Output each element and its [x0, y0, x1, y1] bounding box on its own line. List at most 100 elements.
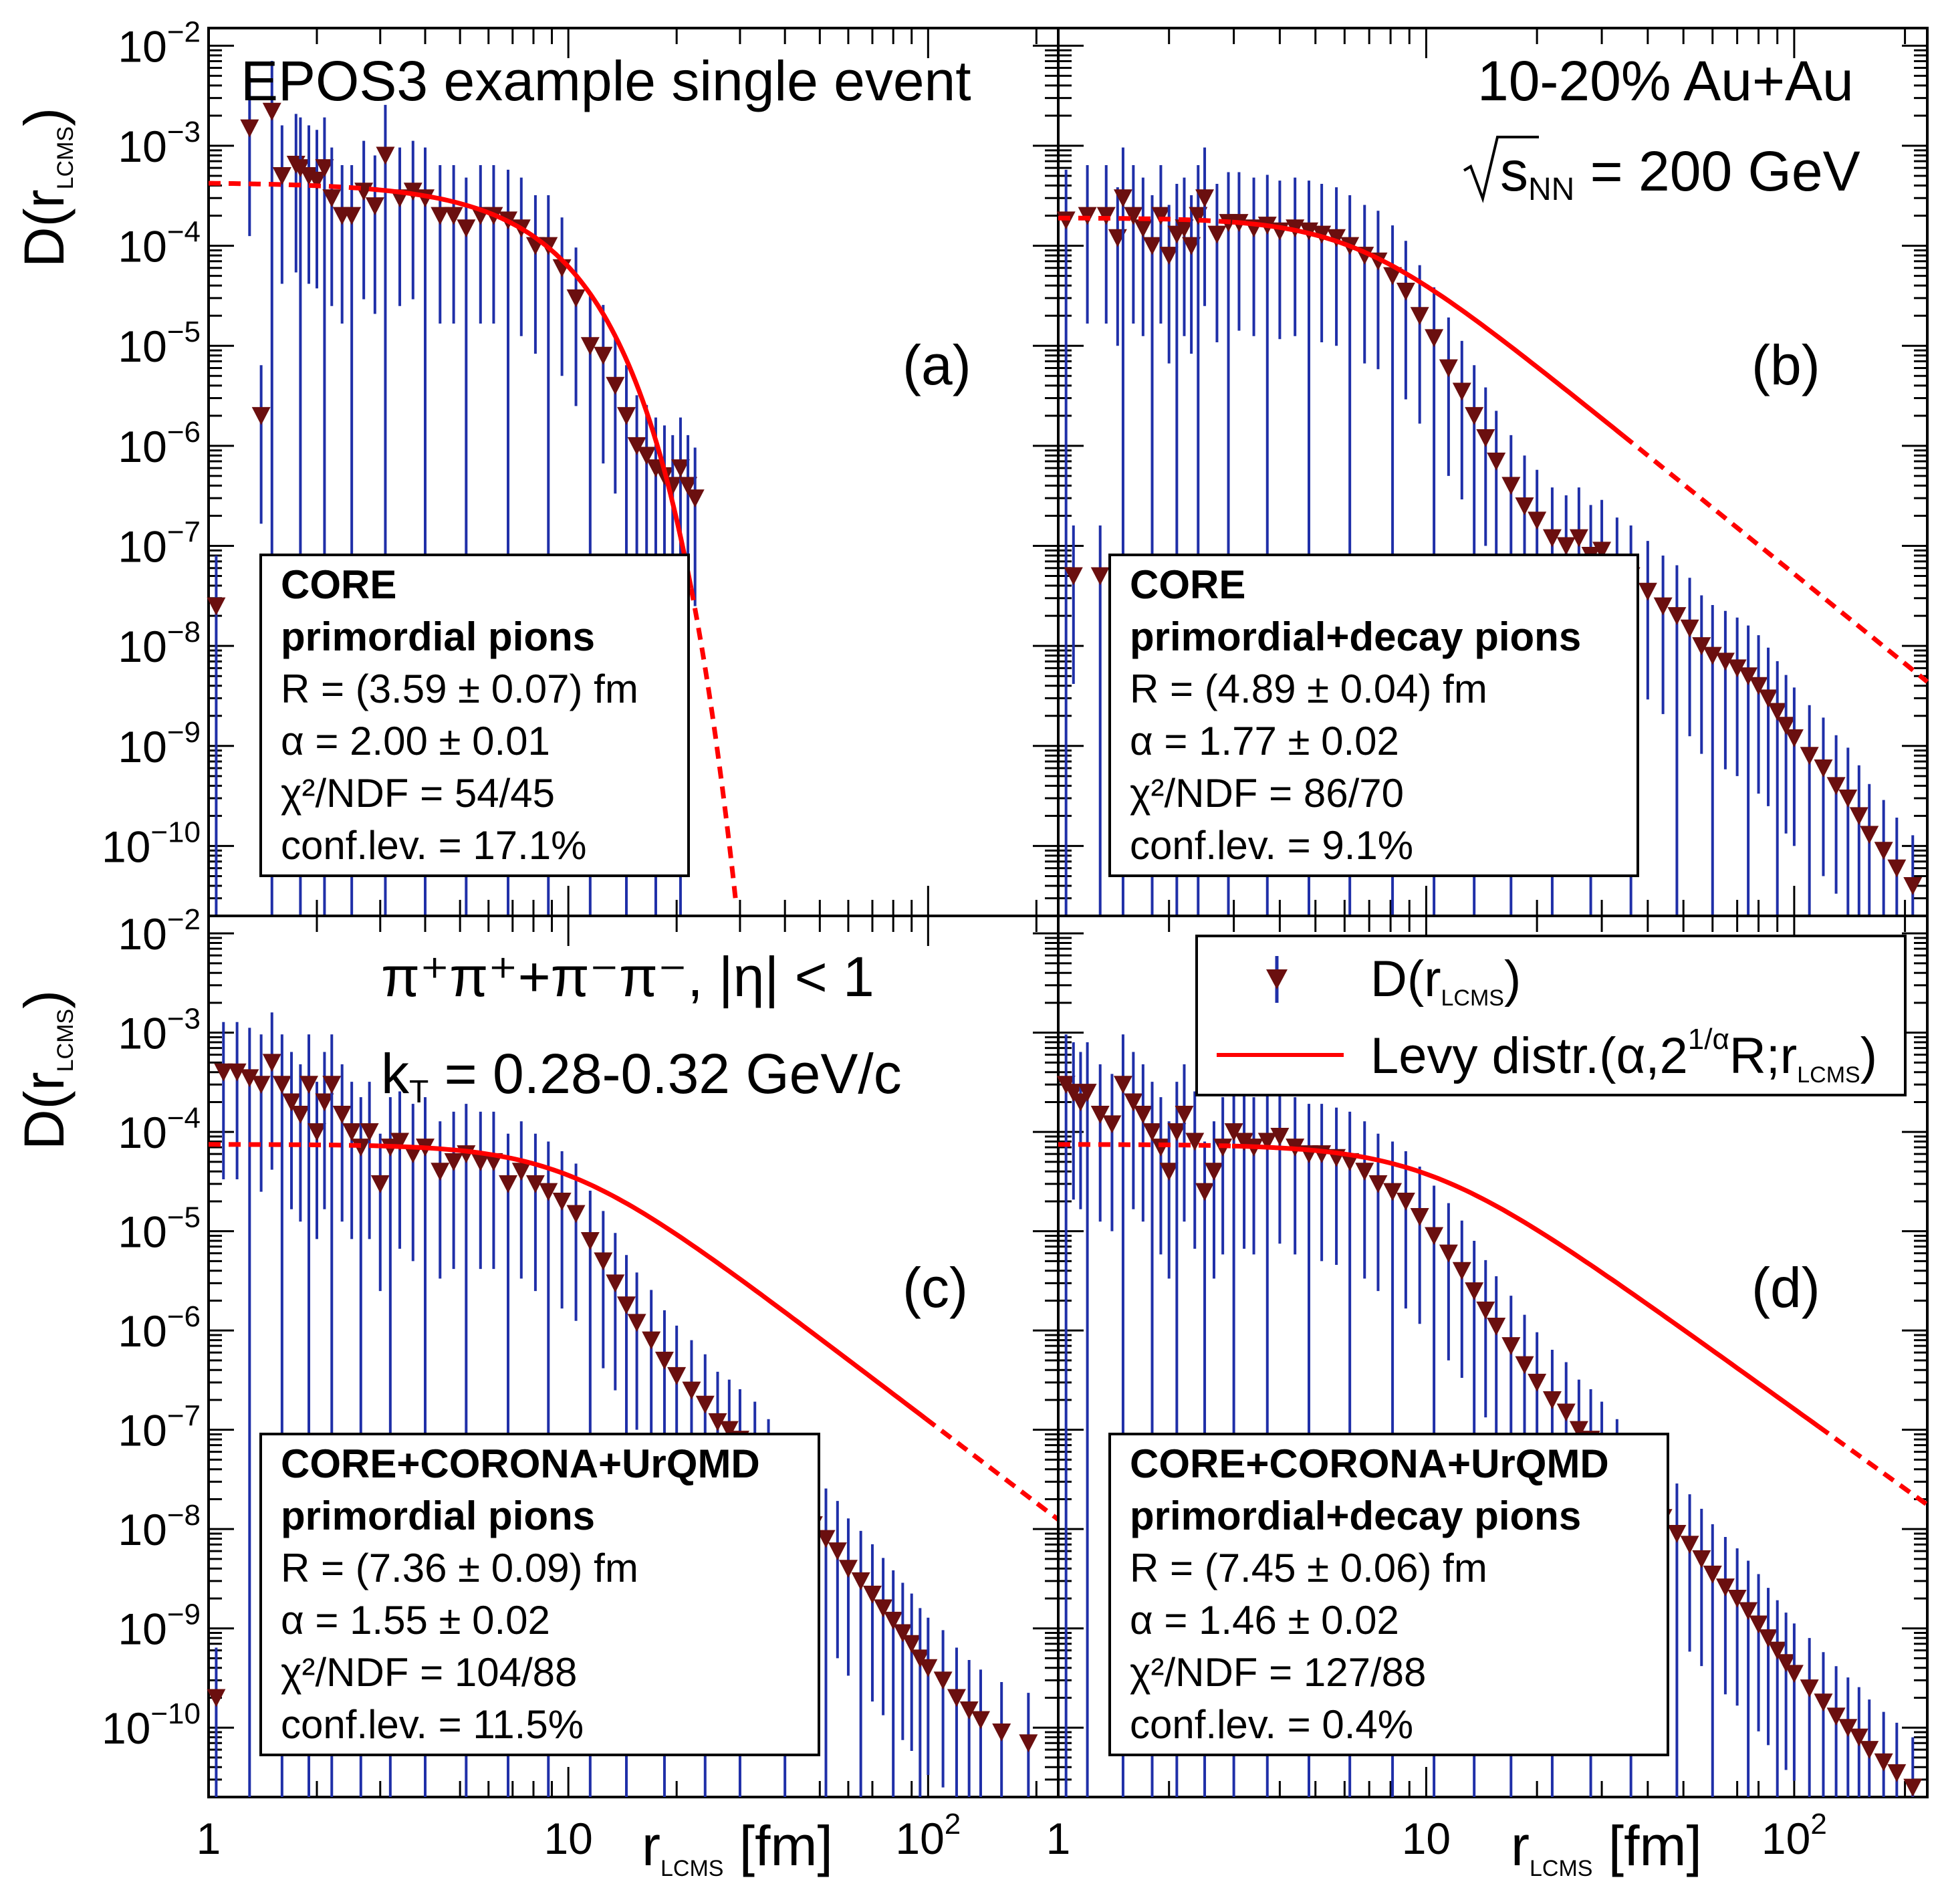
data-point	[685, 489, 705, 508]
data-point	[332, 1106, 352, 1124]
y-tick-label: 10−8	[118, 1499, 201, 1554]
panels-layer: 10−210−310−410−510−610−710−810−910−10COR…	[102, 15, 1929, 1863]
data-point	[1102, 1115, 1122, 1134]
fit-result-line: α = 1.55 ± 0.02	[281, 1598, 550, 1643]
y-tick-exponent: −6	[167, 1300, 201, 1333]
data-point	[1501, 477, 1521, 495]
data-point	[1692, 637, 1711, 656]
data-point	[637, 447, 656, 465]
data-point	[251, 1076, 271, 1094]
y-tick-mantissa: 10	[118, 222, 166, 271]
data-point	[1487, 453, 1506, 471]
data-point	[1727, 1589, 1747, 1608]
x-axis-label-right: rLCMS [fm]	[1511, 1814, 1702, 1881]
fit-result-line: R = (7.36 ± 0.09) fm	[281, 1546, 638, 1590]
y-tick-exponent: −6	[167, 416, 201, 449]
y-tick-mantissa: 10	[118, 1306, 166, 1356]
y-tick-exponent: −8	[167, 1499, 201, 1532]
data-point	[566, 289, 586, 308]
data-point	[671, 459, 690, 478]
fit-result-line: primordial+decay pions	[1130, 614, 1581, 659]
data-point	[1826, 1707, 1846, 1726]
fit-curve-extrapolated	[1058, 215, 1233, 225]
data-point	[511, 1163, 531, 1181]
data-point	[580, 1232, 600, 1251]
data-point	[1739, 1602, 1758, 1621]
data-point	[1874, 842, 1893, 860]
x-tick-main: 10	[1402, 1814, 1451, 1863]
fit-result-line: χ²/NDF = 54/45	[281, 771, 555, 816]
y-tick-mantissa: 10	[118, 622, 166, 671]
data-point	[1667, 1524, 1687, 1543]
y-tick-mantissa: 10	[102, 822, 150, 871]
x-tick-label: 10	[543, 1814, 592, 1863]
data-point	[947, 1689, 966, 1707]
y-tick-exponent: −7	[167, 516, 201, 549]
fit-curve	[378, 1143, 927, 1421]
data-point	[342, 1123, 362, 1142]
fit-curve-extrapolated	[924, 1417, 1060, 1522]
data-point	[1768, 1641, 1787, 1660]
data-point	[654, 1351, 674, 1370]
data-point	[1204, 1163, 1223, 1181]
data-point	[552, 1192, 572, 1211]
data-point	[1185, 1133, 1205, 1151]
y-tick-exponent: −5	[167, 1201, 201, 1234]
data-point	[525, 1175, 545, 1193]
data-point	[282, 1093, 301, 1112]
x-tick-main: 1	[197, 1814, 221, 1863]
data-point	[816, 1530, 836, 1548]
data-point	[1182, 237, 1201, 255]
data-point	[708, 1413, 727, 1431]
panel-label: (b)	[1751, 334, 1820, 396]
y-tick-exponent: −3	[167, 1003, 201, 1036]
data-point	[1784, 729, 1804, 747]
x-tick-main: 1	[1046, 1814, 1071, 1863]
panel-d-frame	[1057, 915, 1929, 1798]
data-point	[1452, 382, 1471, 401]
data-point	[679, 477, 698, 495]
fit-result-line: conf.lev. = 17.1%	[281, 823, 587, 868]
y-axis-label-top: D(rLCMS)	[13, 108, 78, 267]
data-point	[1814, 759, 1833, 778]
data-point	[1903, 876, 1923, 895]
data-point	[262, 1054, 281, 1072]
data-point	[431, 207, 450, 225]
panel-c: 10−210−310−410−510−610−710−810−910−101 10…	[102, 903, 1060, 1863]
data-point	[1542, 1391, 1562, 1409]
data-point	[1739, 667, 1758, 686]
data-point	[1368, 1175, 1388, 1193]
panel-b: CORE primordial+decay pions R = (4.89 ± 0.…	[1056, 27, 1929, 917]
y-tick-mantissa: 10	[102, 1703, 150, 1753]
data-point	[1569, 1421, 1588, 1439]
panel-c-pair-label: π⁺π⁺+π⁻π⁻, |η| < 1	[381, 945, 874, 1008]
y-tick-label: 10−2	[118, 15, 201, 71]
fit-curve	[374, 187, 694, 589]
data-point	[627, 437, 646, 455]
fit-result-line: χ²/NDF = 86/70	[1130, 771, 1404, 816]
data-point	[1715, 652, 1735, 671]
fit-result-line: conf.lev. = 11.5%	[281, 1702, 584, 1747]
data-point	[695, 1395, 715, 1414]
y-tick-label: 10−9	[118, 1598, 201, 1654]
data-point	[1887, 1764, 1907, 1782]
panel-b-title: 10-20% Au+Au	[1477, 49, 1854, 112]
fit-curve-extrapolated	[1621, 433, 1929, 684]
y-tick-label: 10−3	[118, 1003, 201, 1058]
fit-result-line: primordial pions	[281, 1494, 595, 1538]
x-tick-label: 1	[197, 1814, 221, 1863]
data-point	[1680, 1536, 1699, 1554]
fit-curve-extrapolated	[1817, 1425, 1929, 1507]
fit-result-line: R = (3.59 ± 0.07) fm	[281, 667, 638, 711]
data-point	[240, 119, 259, 138]
data-point	[1692, 1550, 1711, 1568]
data-point	[1195, 189, 1215, 208]
data-point	[1680, 619, 1699, 638]
legend-entry-fit: Levy distr.(α,21/αR;rLCMS)	[1370, 1023, 1877, 1088]
legend-marker-icon	[1266, 969, 1288, 989]
data-point	[251, 406, 271, 425]
y-tick-mantissa: 10	[118, 122, 166, 171]
data-point	[1257, 1133, 1277, 1151]
data-point	[1776, 1654, 1796, 1673]
panel-d: 1 10 102CORE+CORONA+UrQMDprimordial+decay …	[1046, 915, 1929, 1863]
